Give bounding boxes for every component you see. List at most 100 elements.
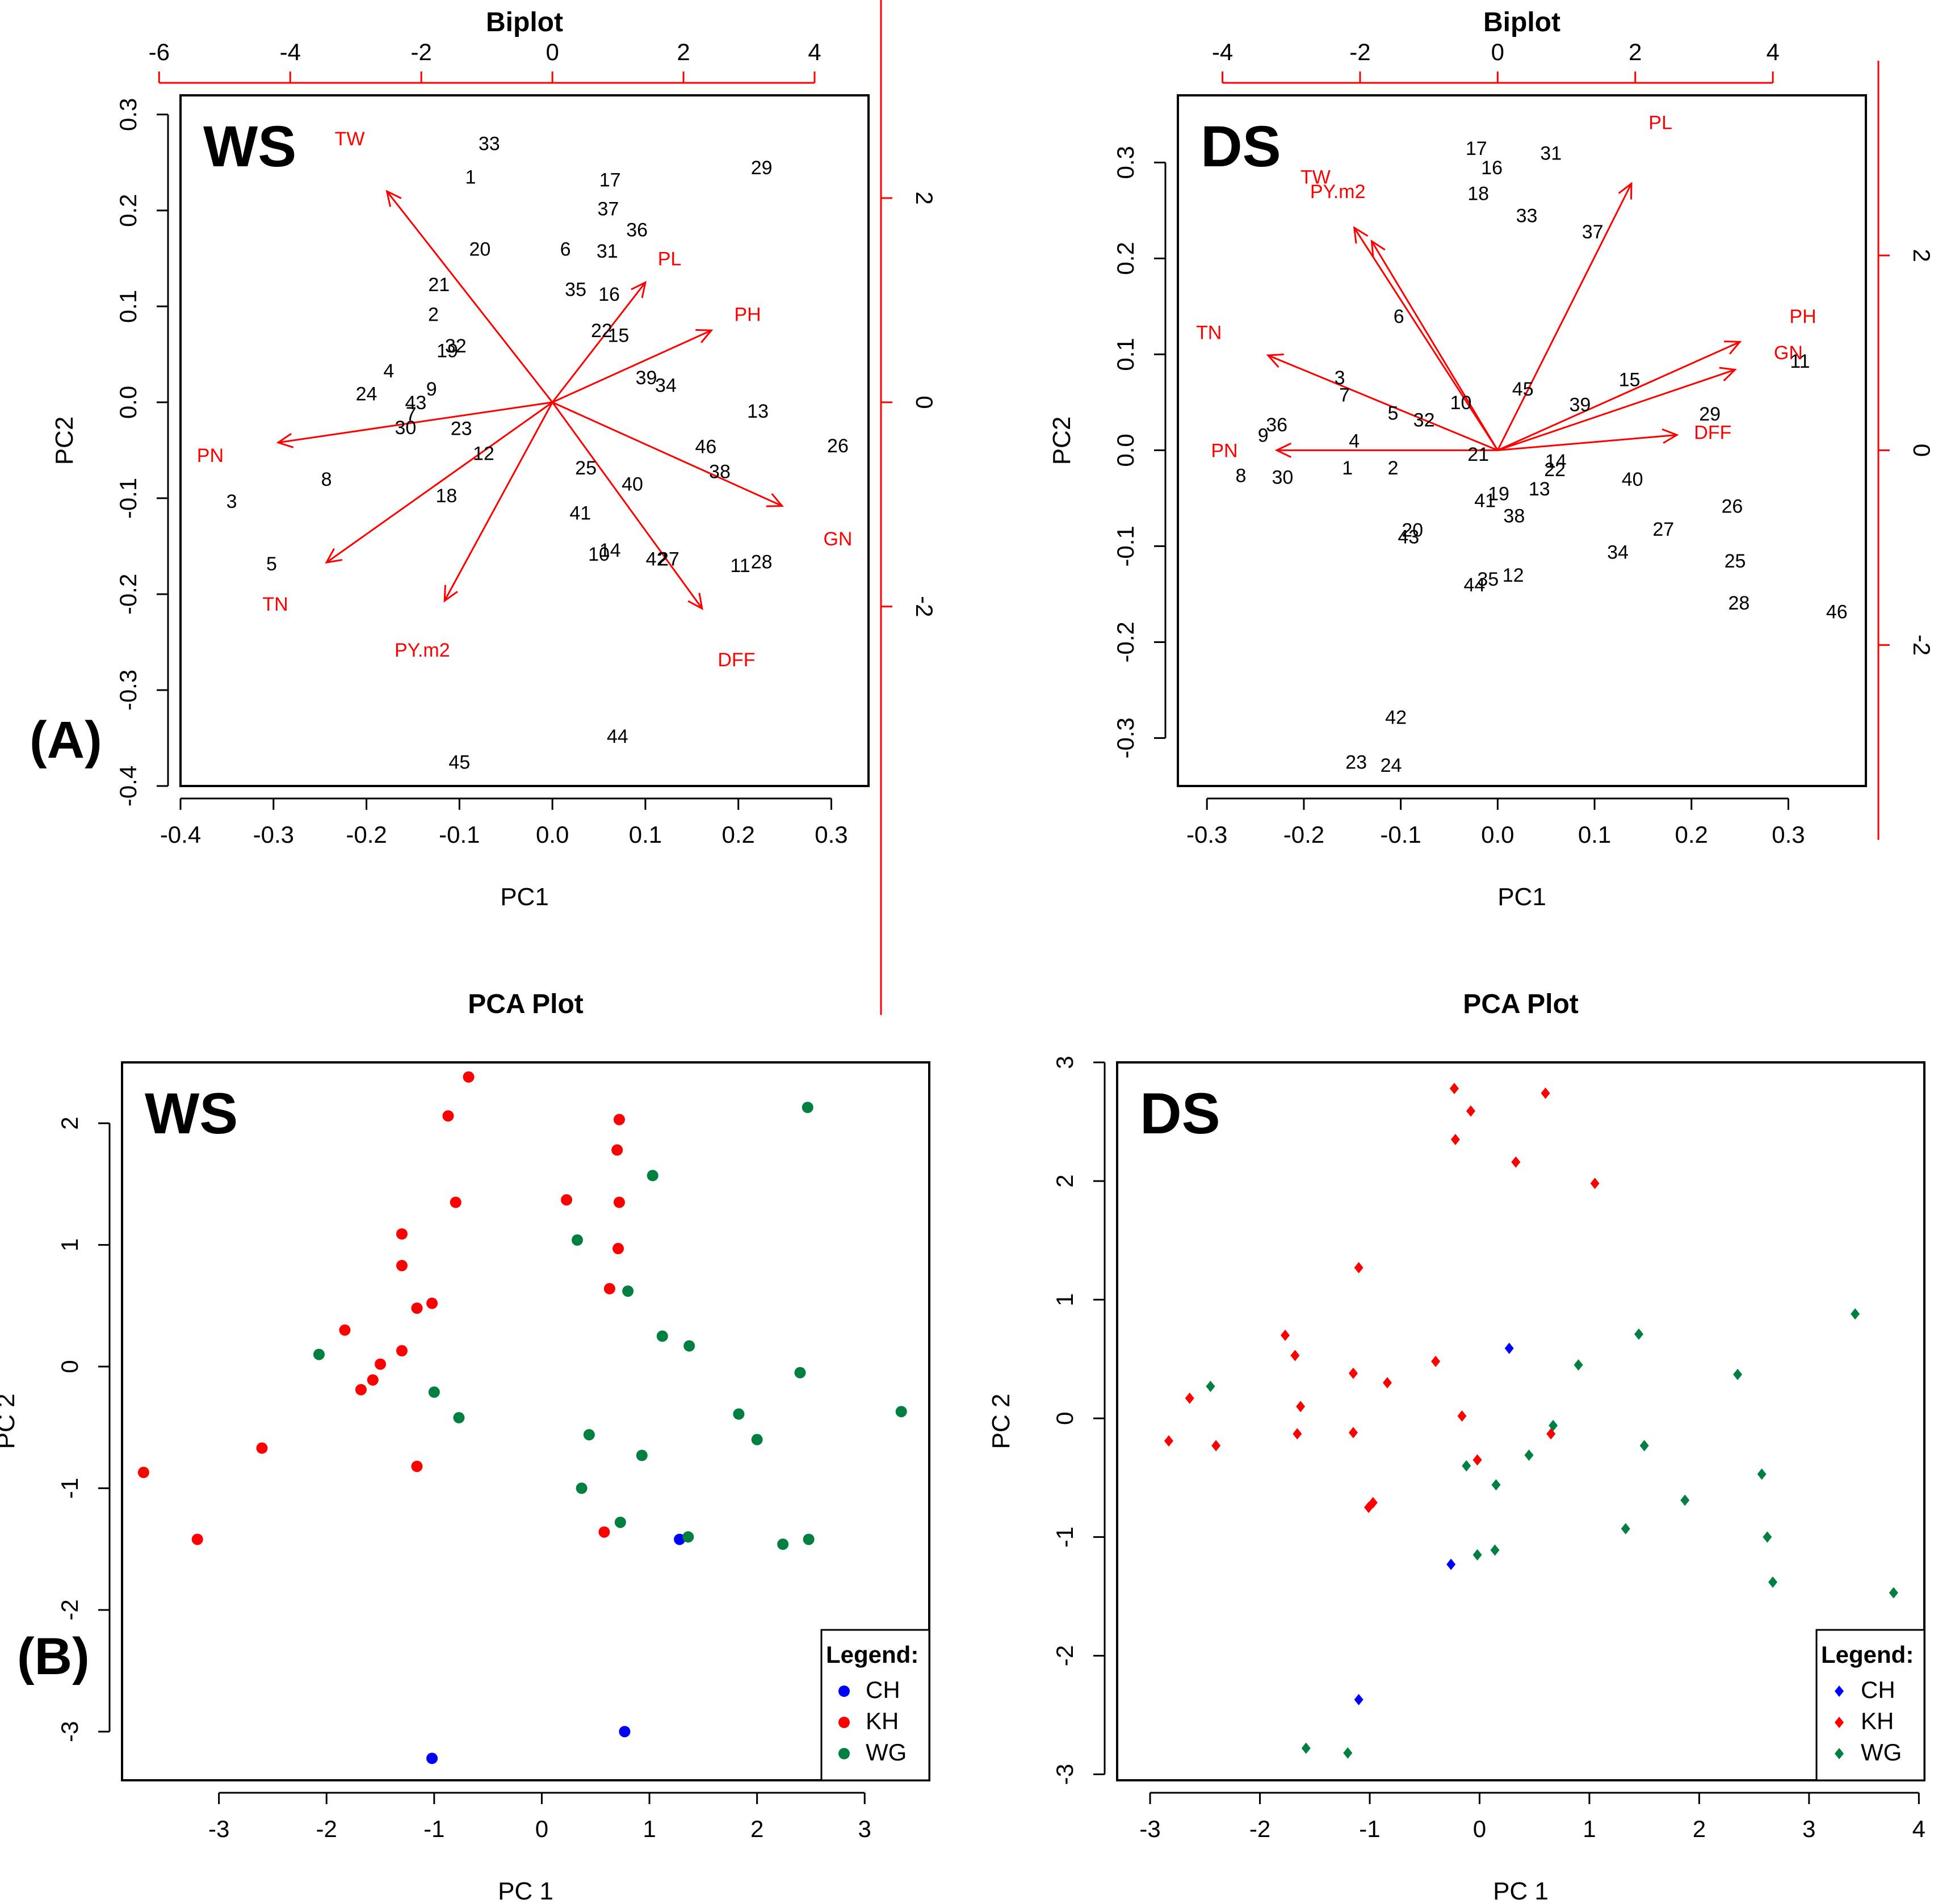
score-label: 30: [1272, 467, 1293, 489]
loading-arrow: [1496, 183, 1633, 451]
point-wg: [1574, 1359, 1583, 1371]
point-kh: [561, 1194, 573, 1206]
point-wg: [733, 1408, 745, 1420]
loading-arrow: [1371, 241, 1499, 451]
legend-marker: [1835, 1748, 1844, 1759]
y-axis-label: PC 2: [987, 1394, 1015, 1449]
top-tick-label: -6: [149, 39, 170, 65]
score-label: 1: [465, 167, 476, 188]
x-tick-label: 3: [1802, 1815, 1815, 1842]
loading-arrow: [1268, 354, 1498, 451]
right-tick-label: -2: [911, 596, 938, 617]
legend-marker: [1835, 1717, 1844, 1728]
variable-label: TN: [262, 594, 288, 615]
point-wg: [683, 1340, 695, 1352]
point-kh: [396, 1345, 408, 1357]
legend-entry-wg: WG: [866, 1739, 907, 1766]
pca-plot-ws: PCA Plot WS -3 -2 -1 0 1 2 3 PC 1 -3 -2 -1 0 1 2 PC 2 Leg…: [0, 989, 930, 1904]
variable-label: DFF: [718, 649, 755, 671]
point-kh: [1511, 1156, 1521, 1168]
legend-entry-ch: CH: [1861, 1676, 1895, 1703]
point-wg: [636, 1449, 648, 1461]
top-tick-label: 0: [546, 39, 559, 65]
arrow-head: [385, 190, 402, 207]
arrow-head: [1370, 239, 1386, 257]
chart-title: PCA Plot: [468, 989, 584, 1019]
point-kh: [411, 1460, 423, 1472]
x-tick-label: -0.3: [1186, 821, 1227, 848]
y-tick-label: -0.2: [115, 574, 141, 615]
x-tick-label: -0.4: [160, 821, 201, 848]
top-tick-label: 2: [677, 39, 690, 65]
season-label: WS: [145, 1081, 238, 1146]
point-wg: [1757, 1468, 1767, 1480]
loading-arrow: [1497, 368, 1736, 451]
x-tick-label: 1: [1583, 1815, 1596, 1842]
score-label: 40: [622, 474, 643, 495]
y-tick-label: 0.2: [1112, 242, 1139, 275]
point-ch: [674, 1533, 686, 1545]
loading-arrow: [443, 402, 553, 602]
score-label: 30: [395, 417, 416, 439]
variable-label: PN: [1211, 440, 1237, 461]
score-label: 43: [1398, 527, 1419, 548]
top-tick-label: -4: [1212, 39, 1233, 65]
legend-entry-kh: KH: [1861, 1708, 1894, 1734]
score-label: 4: [383, 360, 394, 382]
point-kh: [613, 1196, 625, 1208]
score-label: 23: [1345, 752, 1367, 774]
legend-marker: [838, 1686, 850, 1697]
point-wg: [1733, 1368, 1743, 1380]
legend-marker: [838, 1717, 850, 1728]
y-tick-label: 0.0: [115, 386, 141, 419]
legend-box: [1815, 1629, 1925, 1781]
score-label: 45: [448, 752, 470, 774]
point-wg: [647, 1170, 658, 1182]
x-tick-label: 0.2: [1675, 821, 1708, 848]
arrow-head: [766, 493, 784, 507]
plot-frame: [179, 94, 870, 787]
point-wg: [751, 1434, 763, 1445]
right-tick-label: 2: [911, 191, 938, 204]
point-kh: [339, 1324, 351, 1336]
top-tick-label: 4: [808, 39, 821, 65]
score-label: 14: [599, 540, 621, 561]
top-tick-label: 2: [1629, 39, 1642, 65]
arrow-head: [1662, 428, 1679, 444]
variable-label: PH: [734, 304, 761, 325]
score-label: 37: [597, 198, 619, 220]
chart-title: PCA Plot: [1463, 989, 1579, 1019]
score-label: 28: [1728, 592, 1750, 614]
loading-arrow: [386, 191, 553, 403]
legend-entry-ch: CH: [866, 1676, 900, 1703]
variable-label: PL: [658, 248, 682, 270]
point-ch: [1354, 1693, 1364, 1705]
x-tick-label: -0.1: [439, 821, 480, 848]
point-kh: [613, 1113, 625, 1125]
score-label: 18: [1467, 183, 1489, 204]
y-axis-label: PC2: [51, 417, 78, 465]
score-label: 20: [1402, 520, 1423, 541]
x-tick-label: 0.3: [815, 821, 848, 848]
y-tick-label: 0.1: [115, 290, 141, 323]
score-label: 44: [1463, 574, 1485, 596]
point-wg: [576, 1482, 588, 1494]
x-tick-label: -0.2: [1283, 821, 1324, 848]
score-label: 46: [695, 436, 716, 458]
loading-arrow: [551, 402, 703, 610]
arrow-head: [443, 585, 458, 603]
right-tick-label: 2: [1908, 249, 1934, 262]
y-tick-label: 1: [56, 1238, 83, 1251]
score-label: 40: [1622, 469, 1643, 490]
score-label: 31: [1540, 142, 1562, 164]
point-kh: [1364, 1502, 1374, 1514]
y-axis-label: PC2: [1048, 417, 1076, 465]
point-kh: [375, 1358, 387, 1370]
point-wg: [656, 1330, 668, 1342]
panel-label-b: (B): [17, 1628, 90, 1686]
point-wg: [428, 1386, 440, 1398]
arrow-head: [1618, 182, 1633, 200]
y-tick-label: 1: [1051, 1293, 1078, 1306]
score-label: 16: [598, 284, 620, 305]
score-label: 42: [1385, 707, 1407, 728]
